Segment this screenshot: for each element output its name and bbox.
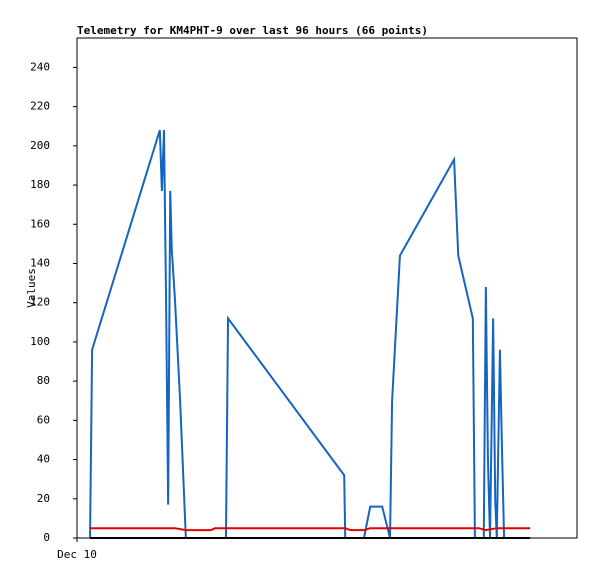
x-tick-label: Dec 10 xyxy=(57,548,97,561)
y-tick-label: 120 xyxy=(30,296,50,309)
y-tick-label: 100 xyxy=(30,335,50,348)
y-tick-label: 160 xyxy=(30,217,50,230)
chart-title: Telemetry for KM4PHT-9 over last 96 hour… xyxy=(77,24,428,37)
y-tick-label: 240 xyxy=(30,60,50,73)
y-axis-label: Values xyxy=(25,268,38,308)
series-line xyxy=(89,129,506,539)
y-tick-label: 40 xyxy=(37,453,50,466)
y-tick-label: 200 xyxy=(30,139,50,152)
y-tick-label: 220 xyxy=(30,100,50,113)
y-tick-label: 0 xyxy=(43,531,50,544)
y-tick-label: 180 xyxy=(30,178,50,191)
series-line xyxy=(90,527,531,532)
y-tick-label: 140 xyxy=(30,256,50,269)
y-tick-label: 20 xyxy=(37,492,50,505)
y-tick-label: 60 xyxy=(37,413,50,426)
y-tick-label: 80 xyxy=(37,374,50,387)
